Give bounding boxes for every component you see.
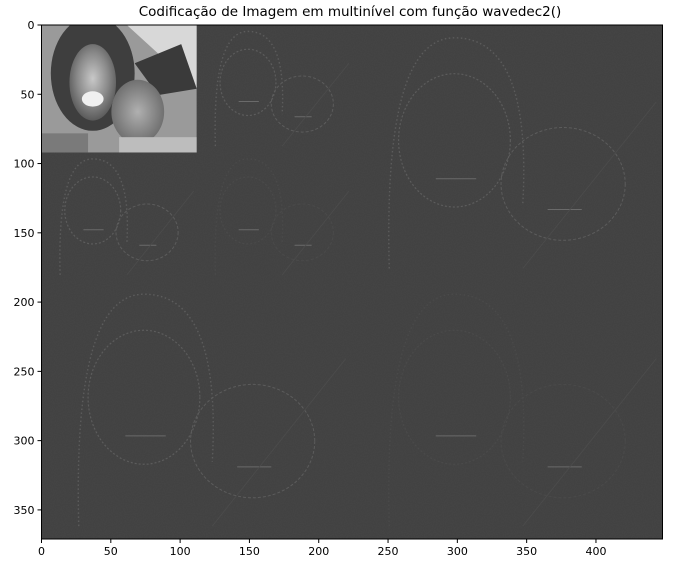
approx-face-right — [111, 79, 165, 144]
approximation-content — [41, 25, 197, 153]
x-tick-label-200: 200 — [308, 545, 329, 558]
edge-hair — [59, 158, 129, 275]
subband-diagonal-level2 — [388, 293, 657, 527]
y-tick-label-250: 250 — [14, 365, 35, 378]
edge-face-left — [87, 329, 201, 465]
edge-face-left — [64, 176, 122, 245]
x-axis: 0 50 100 150 200 250 300 350 400 — [38, 539, 606, 558]
subband-horizontal-level3 — [214, 30, 350, 147]
edge-hair — [214, 30, 284, 147]
plot-area — [41, 24, 663, 540]
edge-face-right — [500, 383, 626, 499]
edge-diagonal — [522, 101, 657, 269]
edge-diagonal — [281, 62, 350, 147]
edge-face-right — [190, 383, 316, 499]
edge-face-right — [115, 203, 179, 262]
approx-face-left — [69, 44, 117, 121]
approx-bottom-left — [41, 133, 89, 153]
edge-hair — [214, 158, 284, 275]
y-tick-label-150: 150 — [14, 227, 35, 240]
edge-face-left — [397, 73, 511, 208]
edge-face-left — [219, 48, 277, 117]
edge-diagonal — [281, 190, 350, 276]
x-tick-label-400: 400 — [585, 545, 606, 558]
x-tick-label-100: 100 — [170, 545, 191, 558]
y-tick-label-300: 300 — [14, 435, 35, 448]
edge-face-left — [397, 329, 511, 465]
approx-dark-hair-right — [134, 44, 197, 96]
edge-diagonal — [522, 358, 657, 527]
axes-frame — [41, 24, 663, 540]
edge-face-right — [270, 75, 334, 133]
edge-face-left — [219, 176, 277, 245]
approx-bottom-right — [119, 137, 197, 153]
subband-diagonal-level3 — [214, 158, 350, 276]
edge-hair — [77, 293, 214, 527]
detail-coefficients — [59, 30, 657, 527]
y-tick-label-0: 0 — [28, 19, 35, 32]
x-tick-label-350: 350 — [516, 545, 537, 558]
x-tick-label-300: 300 — [447, 545, 468, 558]
y-axis: 0 50 100 150 200 250 300 350 — [14, 19, 42, 517]
edge-face-right — [500, 127, 626, 241]
approx-smile — [81, 91, 104, 107]
y-tick-label-50: 50 — [21, 88, 35, 101]
edge-diagonal — [126, 190, 194, 276]
edge-diagonal — [211, 358, 347, 527]
subband-vertical-level2 — [77, 293, 347, 527]
y-tick-label-100: 100 — [14, 158, 35, 171]
x-tick-label-250: 250 — [378, 545, 399, 558]
subband-horizontal-level2 — [388, 37, 657, 269]
subband-vertical-level3 — [59, 158, 194, 276]
x-tick-label-50: 50 — [104, 545, 118, 558]
approximation-subimage — [41, 25, 197, 153]
edge-hair — [388, 293, 525, 527]
y-tick-label-200: 200 — [14, 296, 35, 309]
edge-face-right — [270, 203, 334, 262]
chart-title: Codificação de Imagem em multinível com … — [138, 4, 562, 20]
x-tick-label-0: 0 — [38, 545, 45, 558]
x-tick-label-150: 150 — [239, 545, 260, 558]
y-tick-label-350: 350 — [14, 504, 35, 517]
